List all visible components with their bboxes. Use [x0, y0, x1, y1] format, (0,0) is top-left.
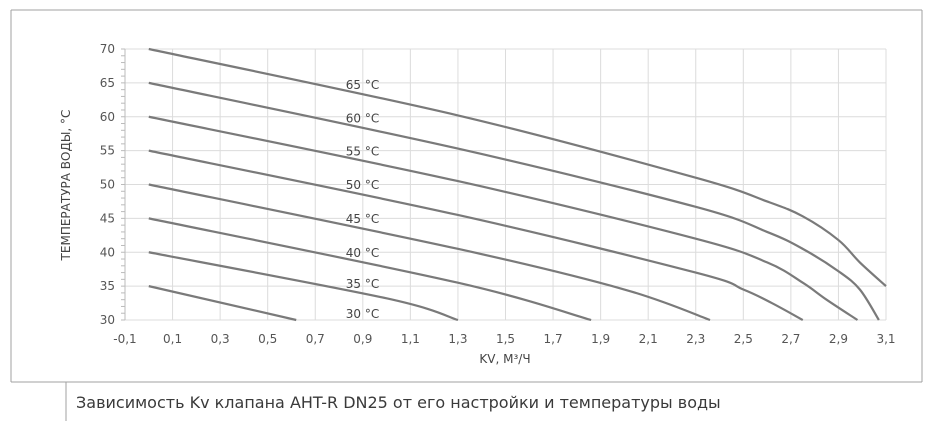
x-tick-label: 1,1	[401, 332, 420, 346]
chart-series-lines	[148, 47, 887, 322]
y-tick-label: 35	[100, 279, 115, 293]
x-tick-label: 2,7	[781, 332, 800, 346]
x-tick-label: 0,5	[258, 332, 277, 346]
x-tick-label: 1,9	[591, 332, 610, 346]
x-tick-label: 2,5	[734, 332, 753, 346]
series-line-7	[148, 81, 880, 321]
x-tick-label: -0,1	[113, 332, 136, 346]
x-axis-label: KV, М³/Ч	[479, 352, 530, 366]
chart-series-labels: 30 °С 35 °С 40 °С 45 °С 50 °С 55 °С 60 °С 65 °С	[346, 78, 379, 321]
series-label: 45 °С	[346, 212, 379, 226]
series-label: 65 °С	[346, 78, 379, 92]
x-tick-label: 2,3	[686, 332, 705, 346]
y-axis-label: ТЕМПЕРАТУРА ВОДЫ, °С	[59, 110, 73, 262]
series-label: 60 °С	[346, 111, 379, 125]
series-line-3	[148, 217, 592, 322]
series-label: 55 °С	[346, 144, 379, 158]
x-tick-label: 0,1	[163, 332, 182, 346]
x-tick-label: 1,3	[448, 332, 467, 346]
series-label: 30 °С	[346, 307, 379, 321]
x-tick-label: 2,9	[829, 332, 848, 346]
series-line-1	[148, 285, 297, 322]
x-tick-label: 1,7	[544, 332, 563, 346]
x-tick-label: 0,9	[353, 332, 372, 346]
x-tick-label: 0,3	[211, 332, 230, 346]
series-label: 50 °С	[346, 178, 379, 192]
y-tick-label: 65	[100, 76, 115, 90]
x-tick-label: 0,7	[306, 332, 325, 346]
series-label: 35 °С	[346, 277, 379, 291]
x-tick-label: 3,1	[876, 332, 895, 346]
figure-caption: Зависимость Kv клапана AHT-R DN25 от его…	[76, 393, 721, 412]
y-tick-label: 30	[100, 313, 115, 327]
chart-tick-labels: 30 35 40 45 50 55 60 65 70 -0,1 0,1 0,3 0,5 0,7 0,9 1,1…	[100, 42, 896, 346]
series-label: 40 °С	[346, 246, 379, 260]
series-line-5	[148, 149, 804, 321]
series-line-8	[148, 47, 887, 287]
series-line-4	[148, 183, 711, 322]
y-tick-label: 70	[100, 42, 115, 56]
y-tick-label: 45	[100, 211, 115, 225]
chart-grid	[121, 48, 887, 321]
series-line-6	[148, 115, 859, 321]
y-tick-label: 40	[100, 245, 115, 259]
x-tick-label: 1,5	[496, 332, 515, 346]
y-tick-label: 60	[100, 110, 115, 124]
series-line-2	[148, 251, 459, 322]
y-tick-label: 55	[100, 144, 115, 158]
y-tick-label: 50	[100, 178, 115, 192]
x-tick-label: 2,1	[639, 332, 658, 346]
